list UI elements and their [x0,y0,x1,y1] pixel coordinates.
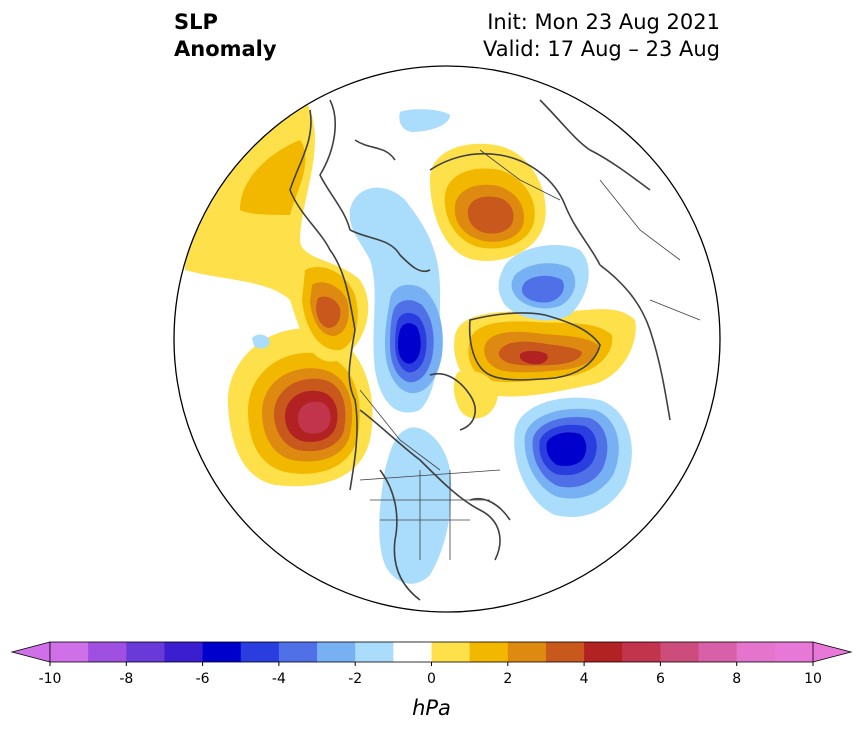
colorbar-box [545,642,585,662]
borders [359,149,701,560]
anomaly-north-america-low [379,427,452,584]
colorbar-tick-label: -8 [119,671,133,687]
colorbar-tick-label: 10 [804,671,822,687]
anomaly-ne-pacific-high [227,328,373,487]
colorbar-tick-label: -2 [348,671,362,687]
anomaly-greenland-high [453,309,636,419]
colorbar-tick-label: 4 [580,671,589,687]
colorbar: -10 -8 -6 -4 -2 0 2 4 6 8 10 hPa [10,641,853,720]
colorbar-box [622,642,661,662]
colorbar-tick-label: 6 [656,671,665,687]
colorbar-extend-low [10,641,51,663]
anomaly-alaska-high [185,100,369,362]
colorbar-box [584,642,623,662]
colorbar-box [50,642,89,662]
colorbar-box [240,642,280,662]
colorbar-extend-high [812,641,853,663]
colorbar-box [431,642,471,662]
map-subtitle: Init: Mon 23 Aug 2021 Valid: 17 Aug – 23… [483,9,720,63]
colorbar-tick-label: 0 [427,671,436,687]
colorbar-box [202,642,242,662]
init-time: Init: Mon 23 Aug 2021 [487,10,720,34]
colorbar-box [355,642,394,662]
colorbar-tick-label: -6 [196,671,210,687]
colorbar-tick-label: 2 [503,671,512,687]
colorbar-box [88,642,127,662]
colorbar-box [393,642,432,662]
colorbar-box [507,642,547,662]
colorbar-box [736,642,776,662]
colorbar-box [278,642,318,662]
title-line-1: SLP [174,10,218,34]
valid-period: Valid: 17 Aug – 23 Aug [482,37,720,61]
polar-map [173,65,721,613]
colorbar-box [126,642,165,662]
colorbar-ticks: -10 -8 -6 -4 -2 0 2 4 6 8 10 [39,662,822,687]
colorbar-tick-label: -10 [39,671,62,687]
colorbar-box [469,642,509,662]
colorbar-box [660,642,700,662]
colorbar-tick-label: -4 [272,671,286,687]
colorbar-box [698,642,738,662]
anomaly-field [174,66,720,612]
anomaly-scandinavia-low [252,109,589,349]
colorbar-tick-label: 8 [732,671,741,687]
title-line-2: Anomaly [174,37,277,61]
anomaly-arctic-low [349,187,443,413]
anomaly-atlantic-low [514,397,632,517]
map-title: SLP Anomaly [174,9,277,63]
colorbar-box [317,642,356,662]
colorbar-boxes [10,641,853,663]
colorbar-box [164,642,204,662]
colorbar-units: hPa [412,696,451,720]
colorbar-box [774,642,814,662]
anomaly-siberia-high [430,143,546,261]
map-boundary [173,65,721,613]
